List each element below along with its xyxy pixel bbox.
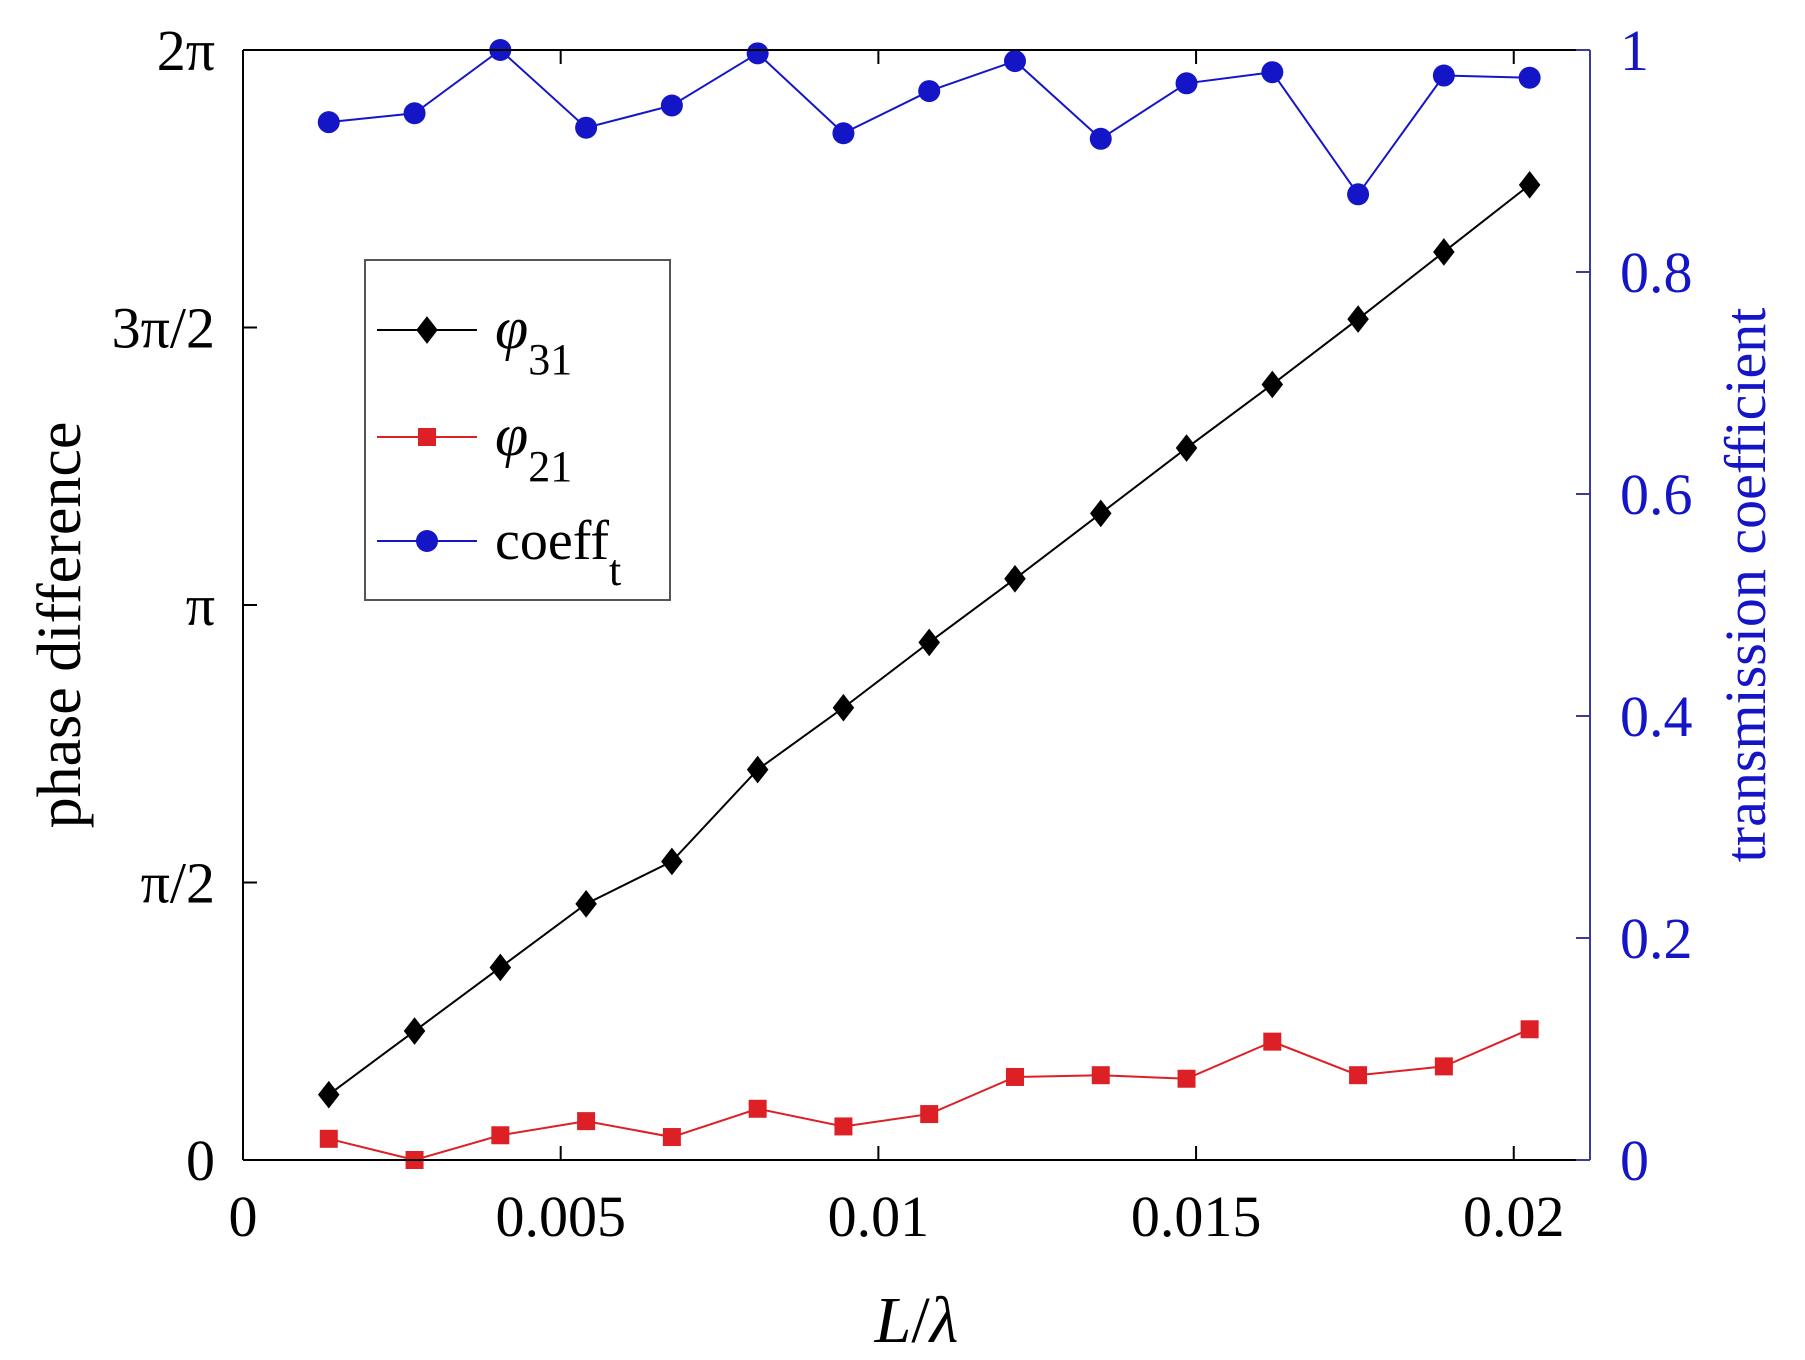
data-point-0-9	[1089, 499, 1112, 528]
x-tick-label: 0.005	[495, 1184, 626, 1249]
series-2	[317, 39, 1541, 206]
data-point-1-8	[1005, 1067, 1024, 1086]
data-point-2-9	[1089, 127, 1112, 150]
legend-label-1: φ21	[495, 402, 572, 491]
data-point-2-3	[575, 116, 598, 139]
data-point-0-6	[832, 693, 855, 722]
data-point-0-7	[918, 628, 940, 657]
data-point-0-13	[1433, 238, 1455, 266]
x-axis-title: L/λ	[874, 1284, 959, 1357]
data-point-1-2	[491, 1126, 510, 1145]
data-point-0-12	[1347, 305, 1369, 333]
series-1	[319, 1020, 1539, 1169]
data-point-1-7	[920, 1105, 939, 1124]
data-point-1-11	[1263, 1032, 1282, 1051]
data-point-2-14	[1518, 66, 1541, 89]
data-point-2-8	[1003, 50, 1026, 73]
x-tick-label: 0.01	[828, 1184, 930, 1249]
data-point-2-1	[403, 102, 426, 125]
series-layer	[317, 39, 1541, 1169]
data-point-1-0	[319, 1129, 338, 1148]
legend-label-2: coefft	[495, 510, 621, 595]
data-point-0-10	[1175, 434, 1198, 462]
x-axis-title-sym: λ	[928, 1284, 959, 1357]
y-right-tick-label: 0.4	[1620, 684, 1693, 749]
data-point-2-7	[918, 80, 941, 103]
data-point-1-9	[1091, 1066, 1110, 1085]
y-right-tick-label: 0.8	[1620, 240, 1693, 305]
data-point-2-5	[746, 42, 769, 65]
data-point-0-5	[746, 755, 769, 784]
legend-label-sub-0: 31	[528, 335, 572, 384]
data-point-2-0	[317, 111, 340, 134]
plot-area	[243, 50, 1590, 1160]
y-left-tick-label: 0	[186, 1128, 215, 1193]
legend-marker-2	[416, 530, 438, 552]
y-left-tick-label: π	[186, 573, 215, 638]
axes-layer: 0 0.005 0.01 0.015 0.02 0 π/2 π 3π/2 2π 0 0.2 0.4 0.6…	[26, 18, 1778, 1357]
legend-label-main-0: φ	[495, 295, 528, 361]
data-point-1-3	[577, 1112, 596, 1131]
data-point-1-10	[1177, 1069, 1196, 1088]
x-axis-title-sep: /	[911, 1284, 930, 1357]
data-point-2-11	[1261, 61, 1284, 84]
y-right-tick-label: 0.6	[1620, 462, 1693, 527]
x-tick-label: 0.02	[1463, 1184, 1565, 1249]
y-left-tick-label: 2π	[157, 18, 215, 83]
y-left-axis-title: phase difference	[26, 422, 94, 829]
legend-label-sub-2: t	[609, 546, 621, 595]
legend-label-main-1: φ	[495, 402, 528, 468]
data-point-2-10	[1175, 72, 1198, 95]
y-right-tick-label: 0.2	[1620, 906, 1693, 971]
y-right-tick-label: 1	[1620, 18, 1649, 83]
data-point-1-5	[748, 1099, 767, 1118]
data-point-0-8	[1004, 564, 1026, 593]
data-point-0-1	[403, 1017, 426, 1045]
data-point-1-4	[662, 1128, 681, 1147]
y-left-tick-label: 3π/2	[112, 296, 215, 361]
legend-box	[364, 259, 671, 601]
y-right-axis-title: transmission coefficient	[1713, 308, 1778, 863]
data-point-2-13	[1432, 64, 1455, 87]
data-point-2-4	[660, 94, 683, 117]
legend-label-sub-1: 21	[528, 442, 572, 491]
y-left-tick-label: π/2	[141, 851, 215, 916]
data-point-1-12	[1349, 1066, 1368, 1085]
x-tick-label: 0	[229, 1184, 258, 1249]
data-point-0-4	[661, 847, 683, 876]
data-point-0-0	[318, 1080, 340, 1109]
data-point-0-2	[489, 953, 512, 982]
data-point-1-13	[1434, 1057, 1453, 1076]
data-point-2-12	[1347, 183, 1370, 206]
data-point-1-6	[834, 1117, 853, 1136]
data-point-0-14	[1518, 171, 1541, 199]
x-axis-title-var: L	[874, 1284, 912, 1357]
data-point-0-3	[575, 890, 597, 918]
series-0	[318, 171, 1541, 1109]
legend-marker-1	[418, 428, 436, 446]
data-point-1-14	[1520, 1020, 1539, 1039]
legend-label-main-2: coeff	[495, 510, 609, 572]
legend-marker-0	[416, 316, 438, 344]
y-right-tick-label: 0	[1620, 1128, 1649, 1193]
data-point-0-11	[1261, 370, 1284, 399]
data-point-2-6	[832, 122, 855, 145]
x-tick-label: 0.015	[1131, 1184, 1262, 1249]
legend-label-0: φ31	[495, 295, 572, 384]
